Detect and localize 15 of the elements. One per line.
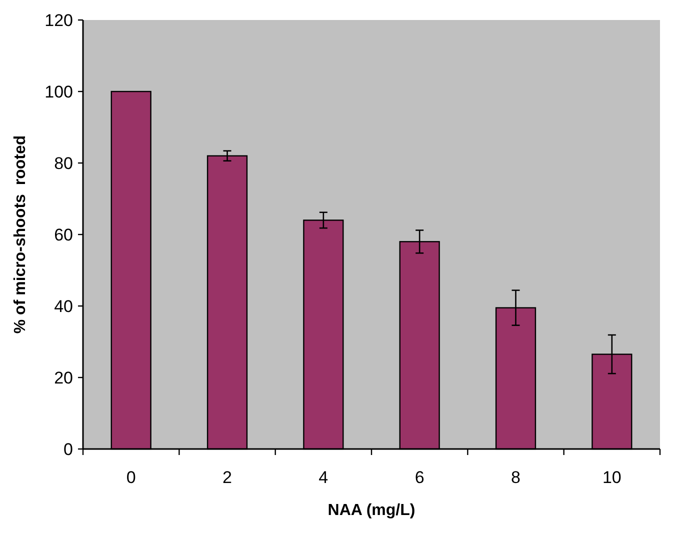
y-tick-label: 120 xyxy=(44,10,73,30)
x-axis-title: NAA (mg/L) xyxy=(328,502,416,519)
x-tick-label: 4 xyxy=(318,468,328,487)
x-tick-label: 6 xyxy=(414,468,424,487)
x-tick-label: 8 xyxy=(511,468,520,487)
y-tick-label: 100 xyxy=(44,82,73,102)
x-tick-label: 10 xyxy=(602,468,622,487)
x-tick-label: 2 xyxy=(222,468,232,487)
y-tick-label: 60 xyxy=(54,225,73,244)
y-axis-title: % of micro-shoots rooted xyxy=(12,135,29,334)
y-tick-label: 40 xyxy=(54,296,73,316)
y-tick-label: 0 xyxy=(64,440,73,459)
y-tick-label: 80 xyxy=(54,154,73,173)
x-tick-label: 0 xyxy=(126,468,136,487)
y-tick-label: 20 xyxy=(54,368,73,388)
